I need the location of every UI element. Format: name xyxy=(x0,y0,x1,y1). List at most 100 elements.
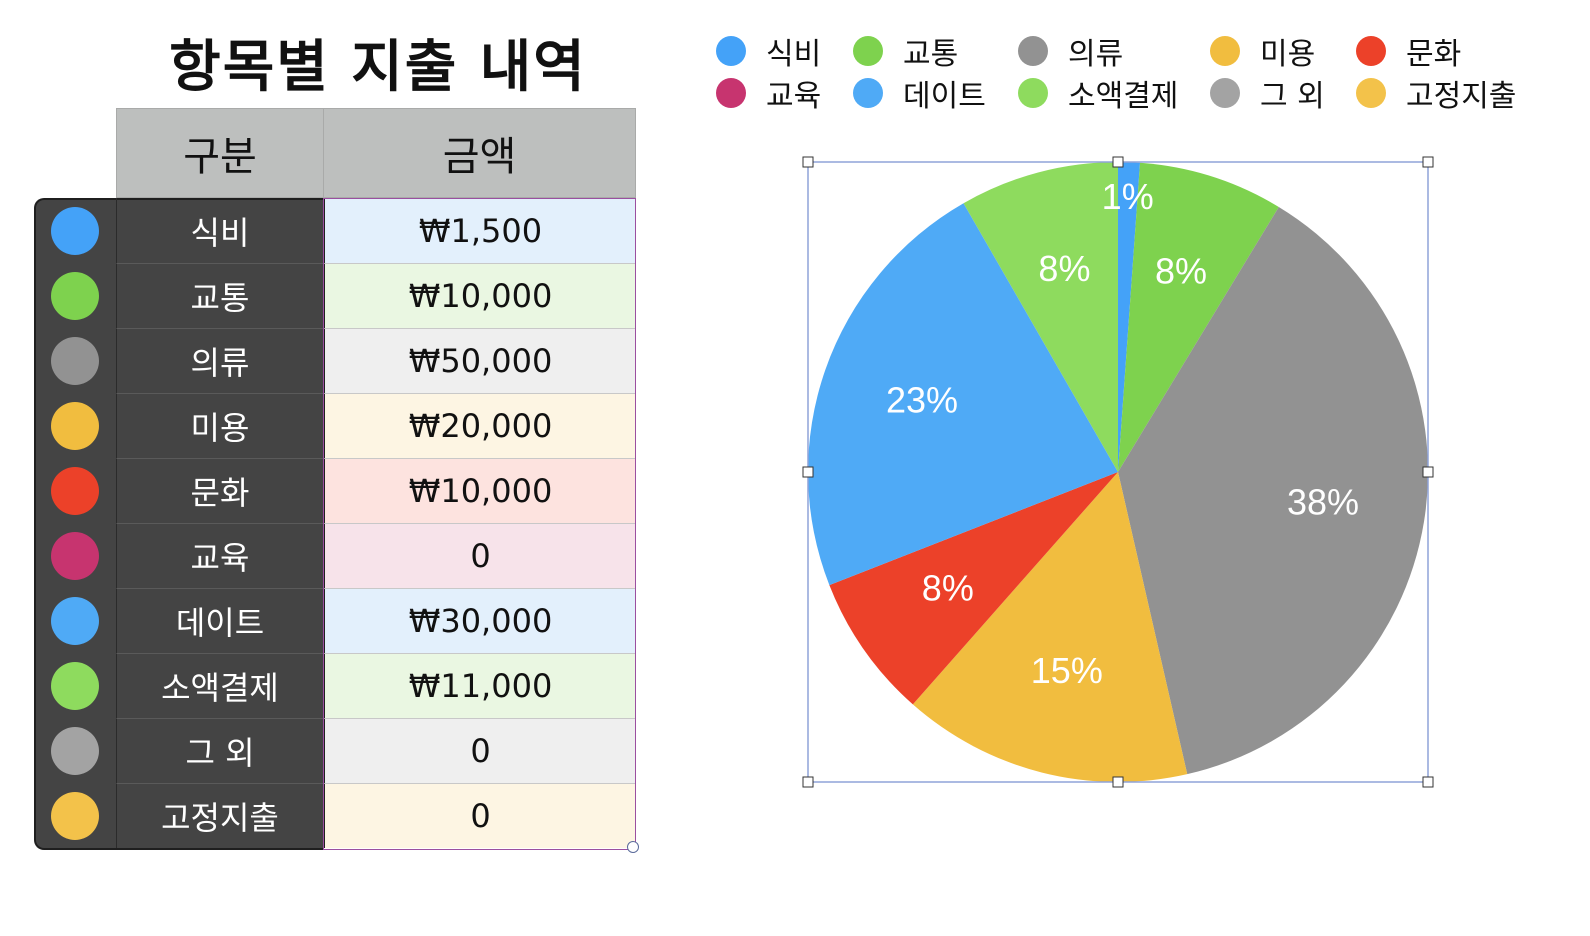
slice-label: 8% xyxy=(1155,251,1207,292)
row-category: 미용 xyxy=(116,393,323,458)
color-dot-icon xyxy=(51,597,99,645)
legend-swatch-icon xyxy=(1018,36,1048,66)
slice-label: 38% xyxy=(1287,482,1359,523)
legend-item: 고정지출 xyxy=(1356,74,1517,114)
legend-swatch-icon xyxy=(716,36,746,66)
legend-label: 문화 xyxy=(1406,37,1462,72)
color-dot-icon xyxy=(51,792,99,840)
legend-item: 데이트 xyxy=(853,74,986,114)
legend-label: 교육 xyxy=(766,79,822,114)
legend-item: 미용 xyxy=(1210,32,1316,72)
pie-slice[interactable] xyxy=(963,162,1118,472)
table-row: 식비 ₩1,500 xyxy=(34,198,636,263)
pie-slice[interactable] xyxy=(829,472,1118,705)
pie-slice[interactable] xyxy=(1118,162,1279,473)
table-row: 의류 ₩50,000 xyxy=(34,328,636,393)
row-amount: ₩11,000 xyxy=(323,653,636,718)
resize-handle[interactable] xyxy=(1112,776,1124,788)
legend-label: 데이트 xyxy=(903,79,986,114)
resize-handle[interactable] xyxy=(1422,156,1434,168)
row-amount: ₩10,000 xyxy=(323,263,636,328)
legend-label: 미용 xyxy=(1260,37,1316,72)
table-row: 소액결제 ₩11,000 xyxy=(34,653,636,718)
row-amount: ₩50,000 xyxy=(323,328,636,393)
color-dot-icon xyxy=(51,467,99,515)
row-amount: ₩10,000 xyxy=(323,458,636,523)
color-dot-icon xyxy=(51,727,99,775)
row-category: 데이트 xyxy=(116,588,323,653)
legend-label: 고정지출 xyxy=(1406,79,1517,114)
expense-table: 구분 금액 식비 ₩1,500 교통 ₩10,000 의류 ₩50,000 미용 ₩20,00… xyxy=(34,108,636,850)
pie-slice[interactable] xyxy=(1118,162,1141,472)
color-dot-icon xyxy=(51,532,99,580)
legend-label: 교통 xyxy=(903,37,959,72)
legend-label: 의류 xyxy=(1068,37,1124,72)
legend-swatch-icon xyxy=(1356,78,1386,108)
resize-handle[interactable] xyxy=(802,466,814,478)
table-row: 미용 ₩20,000 xyxy=(34,393,636,458)
header-category: 구분 xyxy=(116,108,324,198)
legend-item: 소액결제 xyxy=(1018,74,1179,114)
slice-label: 8% xyxy=(1038,248,1090,289)
row-category: 식비 xyxy=(116,198,323,263)
color-dot-icon xyxy=(51,402,99,450)
legend-swatch-icon xyxy=(1018,78,1048,108)
row-amount: 0 xyxy=(323,523,636,588)
legend-label: 식비 xyxy=(766,37,822,72)
row-amount: ₩30,000 xyxy=(323,588,636,653)
page-title: 항목별 지출 내역 xyxy=(169,35,587,100)
legend-item: 의류 xyxy=(1018,32,1124,72)
color-dot-icon xyxy=(51,207,99,255)
row-category: 문화 xyxy=(116,458,323,523)
table-row: 교육 0 xyxy=(34,523,636,588)
legend-swatch-icon xyxy=(1210,78,1240,108)
legend-item: 교통 xyxy=(853,32,959,72)
legend-swatch-icon xyxy=(1210,36,1240,66)
legend-swatch-icon xyxy=(853,78,883,108)
pie-slice[interactable] xyxy=(808,203,1118,586)
legend-label: 그 외 xyxy=(1260,79,1325,114)
color-dot-icon xyxy=(51,662,99,710)
row-amount: 0 xyxy=(323,718,636,783)
slice-label: 15% xyxy=(1031,650,1103,691)
row-category: 그 외 xyxy=(116,718,323,783)
resize-handle[interactable] xyxy=(802,776,814,788)
legend-swatch-icon xyxy=(853,36,883,66)
pie-slice[interactable] xyxy=(1118,206,1428,775)
color-dot-icon xyxy=(51,337,99,385)
color-dot-icon xyxy=(51,272,99,320)
pie-slice[interactable] xyxy=(912,472,1188,782)
resize-handle[interactable] xyxy=(1422,776,1434,788)
row-amount: ₩20,000 xyxy=(323,393,636,458)
table-row: 고정지출 0 xyxy=(34,783,636,848)
table-row: 문화 ₩10,000 xyxy=(34,458,636,523)
legend-swatch-icon xyxy=(716,78,746,108)
table-rows: 식비 ₩1,500 교통 ₩10,000 의류 ₩50,000 미용 ₩20,000 문화 ₩10… xyxy=(34,198,636,850)
resize-handle[interactable] xyxy=(627,841,639,853)
slice-label: 8% xyxy=(922,568,974,609)
legend-swatch-icon xyxy=(1356,36,1386,66)
row-amount: ₩1,500 xyxy=(323,198,636,263)
row-category: 소액결제 xyxy=(116,653,323,718)
row-category: 교통 xyxy=(116,263,323,328)
table-row: 데이트 ₩30,000 xyxy=(34,588,636,653)
slice-label: 1% xyxy=(1102,176,1154,217)
legend-label: 소액결제 xyxy=(1068,79,1179,114)
legend-item: 교육 xyxy=(716,74,822,114)
legend-item: 식비 xyxy=(716,32,822,72)
legend-item: 그 외 xyxy=(1210,74,1325,114)
resize-handle[interactable] xyxy=(1422,466,1434,478)
resize-handle[interactable] xyxy=(1112,156,1124,168)
header-amount: 금액 xyxy=(323,108,636,198)
row-amount: 0 xyxy=(323,783,636,848)
table-row: 교통 ₩10,000 xyxy=(34,263,636,328)
legend-item: 문화 xyxy=(1356,32,1462,72)
resize-handle[interactable] xyxy=(802,156,814,168)
row-category: 교육 xyxy=(116,523,323,588)
row-category: 고정지출 xyxy=(116,783,323,848)
row-category: 의류 xyxy=(116,328,323,393)
slice-label: 23% xyxy=(886,380,958,421)
